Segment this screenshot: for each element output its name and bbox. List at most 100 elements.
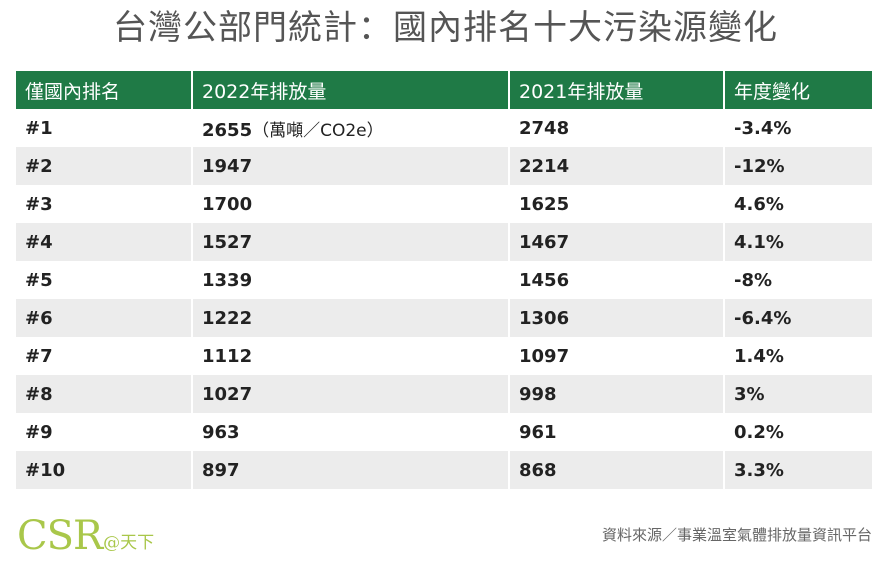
cell-value: 961 (519, 421, 557, 443)
change-cell: -8% (725, 261, 872, 299)
table-row: #2 1947 2214 -12% (16, 147, 872, 185)
cell-value: #7 (25, 345, 53, 367)
cell-value: 4.1% (734, 231, 784, 253)
table-header-row: 僅國內排名 2022年排放量 2021年排放量 年度變化 (16, 71, 872, 109)
logo-suffix: @天下 (103, 533, 155, 553)
value-2021-cell: 868 (510, 451, 725, 489)
cell-value: 1112 (202, 345, 253, 367)
column-header-2022: 2022年排放量 (193, 71, 510, 109)
table-row: #8 1027 998 3% (16, 375, 872, 413)
table-body: #1 2655（萬噸／CO2e） 2748 -3.4% #2 1947 2214 -12% #3… (16, 109, 872, 489)
cell-value: #8 (25, 383, 53, 405)
cell-value: -3.4% (734, 117, 792, 139)
value-2022-cell: 1112 (193, 337, 510, 375)
change-cell: 1.4% (725, 337, 872, 375)
cell-value: 868 (519, 459, 557, 481)
cell-value: 2655 (202, 119, 253, 141)
value-2021-cell: 998 (510, 375, 725, 413)
cell-value: #10 (25, 459, 66, 481)
page-title: 台灣公部門統計：國內排名十大污染源變化 (113, 8, 778, 48)
cell-value: 1456 (519, 269, 570, 291)
cell-value: 1700 (202, 193, 253, 215)
value-2021-cell: 2214 (510, 147, 725, 185)
rank-cell: #4 (16, 223, 193, 261)
cell-value: 4.6% (734, 193, 784, 215)
cell-value: 2748 (519, 117, 570, 139)
table-row: #9 963 961 0.2% (16, 413, 872, 451)
table-row: #10 897 868 3.3% (16, 451, 872, 489)
cell-value: 1222 (202, 307, 253, 329)
value-2021-cell: 1306 (510, 299, 725, 337)
value-2022-cell: 1947 (193, 147, 510, 185)
cell-value: #9 (25, 421, 53, 443)
rank-cell: #1 (16, 109, 193, 147)
logo-text: CSR (17, 513, 103, 559)
cell-value: 998 (519, 383, 557, 405)
table-row: #3 1700 1625 4.6% (16, 185, 872, 223)
csr-logo: CSR @天下 (17, 512, 154, 556)
cell-value: 0.2% (734, 421, 784, 443)
table-row: #1 2655（萬噸／CO2e） 2748 -3.4% (16, 109, 872, 147)
value-2022-cell: 1700 (193, 185, 510, 223)
table-row: #6 1222 1306 -6.4% (16, 299, 872, 337)
unit-note: （萬噸／CO2e） (252, 120, 384, 141)
cell-value: 897 (202, 459, 240, 481)
cell-value: -12% (734, 155, 785, 177)
cell-value: 963 (202, 421, 240, 443)
emissions-table: 僅國內排名 2022年排放量 2021年排放量 年度變化 #1 2655（萬噸／C… (16, 71, 872, 489)
cell-value: -6.4% (734, 307, 792, 329)
cell-value: 1097 (519, 345, 570, 367)
cell-value: 3.3% (734, 459, 784, 481)
value-2022-cell: 897 (193, 451, 510, 489)
cell-value: #4 (25, 231, 53, 253)
cell-value: 1947 (202, 155, 253, 177)
change-cell: -12% (725, 147, 872, 185)
value-2021-cell: 1097 (510, 337, 725, 375)
change-cell: 4.6% (725, 185, 872, 223)
value-2021-cell: 1625 (510, 185, 725, 223)
cell-value: 2214 (519, 155, 570, 177)
table-row: #7 1112 1097 1.4% (16, 337, 872, 375)
rank-cell: #8 (16, 375, 193, 413)
cell-value: #5 (25, 269, 53, 291)
value-2022-cell: 1222 (193, 299, 510, 337)
value-2022-cell: 1027 (193, 375, 510, 413)
rank-cell: #6 (16, 299, 193, 337)
value-2021-cell: 1456 (510, 261, 725, 299)
value-2022-cell: 1339 (193, 261, 510, 299)
change-cell: -3.4% (725, 109, 872, 147)
cell-value: #2 (25, 155, 53, 177)
cell-value: #1 (25, 117, 53, 139)
rank-cell: #3 (16, 185, 193, 223)
cell-value: 1467 (519, 231, 570, 253)
table-row: #5 1339 1456 -8% (16, 261, 872, 299)
value-2021-cell: 961 (510, 413, 725, 451)
value-2022-cell: 2655（萬噸／CO2e） (193, 109, 510, 147)
column-header-rank: 僅國內排名 (16, 71, 193, 109)
change-cell: -6.4% (725, 299, 872, 337)
rank-cell: #2 (16, 147, 193, 185)
rank-cell: #5 (16, 261, 193, 299)
cell-value: 1027 (202, 383, 253, 405)
value-2022-cell: 1527 (193, 223, 510, 261)
rank-cell: #7 (16, 337, 193, 375)
cell-value: 1625 (519, 193, 570, 215)
column-header-change: 年度變化 (725, 71, 872, 109)
cell-value: 1527 (202, 231, 253, 253)
change-cell: 3% (725, 375, 872, 413)
source-note: 資料來源／事業溫室氣體排放量資訊平台 (601, 526, 872, 544)
cell-value: #3 (25, 193, 53, 215)
cell-value: 1339 (202, 269, 253, 291)
cell-value: #6 (25, 307, 53, 329)
cell-value: 1306 (519, 307, 570, 329)
rank-cell: #10 (16, 451, 193, 489)
value-2021-cell: 2748 (510, 109, 725, 147)
change-cell: 4.1% (725, 223, 872, 261)
cell-value: 3% (734, 383, 765, 405)
change-cell: 3.3% (725, 451, 872, 489)
rank-cell: #9 (16, 413, 193, 451)
column-header-2021: 2021年排放量 (510, 71, 725, 109)
cell-value: 1.4% (734, 345, 784, 367)
cell-value: -8% (734, 269, 773, 291)
change-cell: 0.2% (725, 413, 872, 451)
